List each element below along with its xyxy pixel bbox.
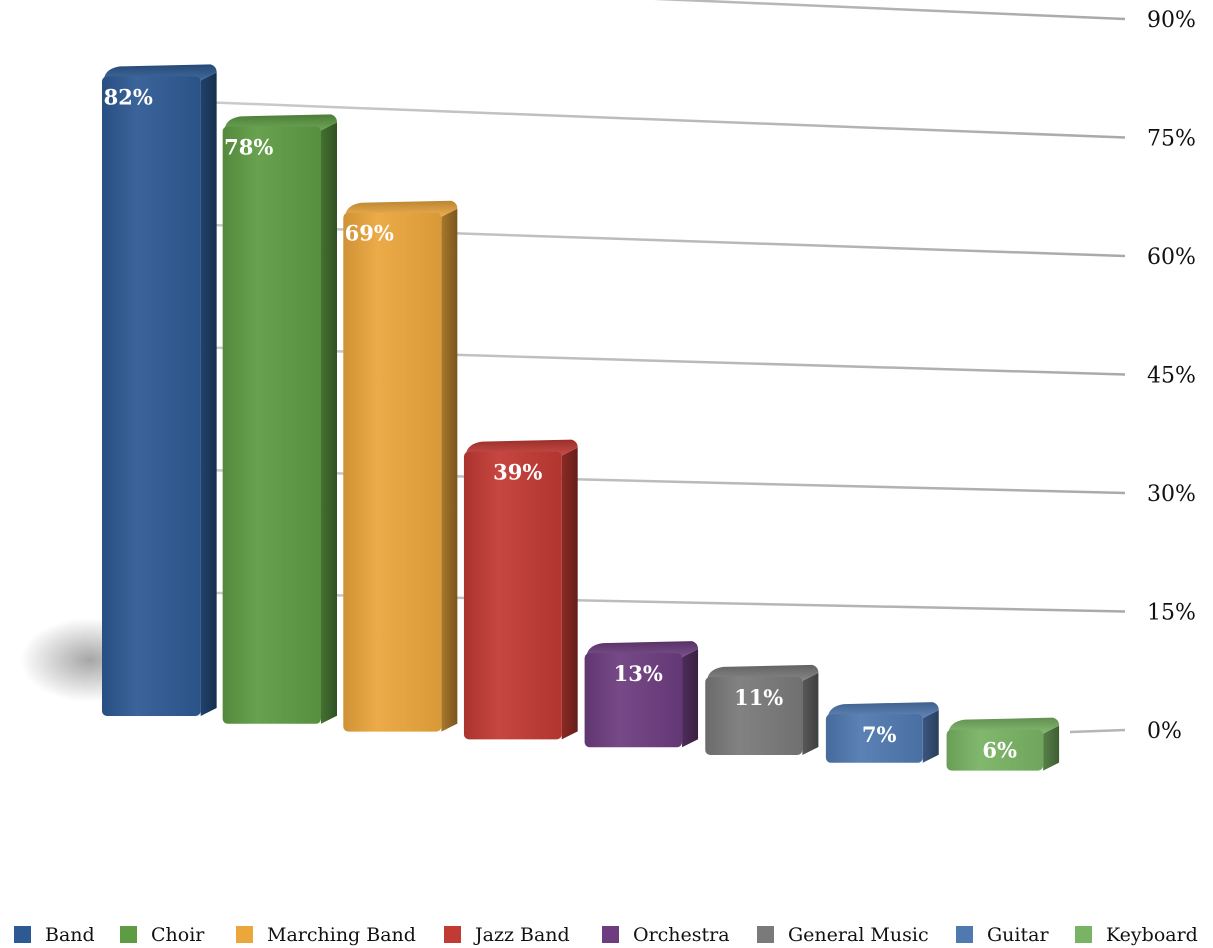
legend: Band Choir Marching Band Jazz Band Orchestra… [0, 921, 1213, 948]
data-label: 6% [982, 738, 1017, 763]
bar-front [584, 653, 683, 748]
legend-label: Jazz Band [475, 923, 570, 946]
bar-front [946, 729, 1044, 771]
legend-swatch [120, 926, 137, 943]
bar-side [441, 208, 458, 732]
y-tick-label: 30% [1147, 482, 1196, 507]
bar-side [321, 122, 337, 724]
legend-item-band: Band [14, 921, 95, 948]
y-tick-label: 60% [1147, 245, 1196, 270]
bar-front [343, 212, 442, 732]
data-labels: 82% 78% 69% 39% 13% 11% 7% 6% [104, 84, 1017, 762]
bar-side [802, 672, 819, 755]
bars [102, 64, 1060, 771]
legend-label: General Music [788, 923, 929, 946]
bar-keyboard [946, 717, 1060, 771]
legend-label: Orchestra [633, 923, 730, 946]
gridline [1069, 728, 1126, 734]
legend-label: Band [45, 923, 95, 946]
legend-swatch [956, 926, 973, 943]
bar-general-music [705, 664, 819, 755]
legend-label: Marching Band [267, 923, 416, 946]
gridline [653, 0, 1126, 21]
bar-front [463, 451, 562, 740]
legend-label: Choir [151, 923, 205, 946]
data-label: 39% [493, 460, 542, 485]
bar-front [705, 676, 803, 755]
legend-item-choir: Choir [120, 921, 204, 948]
legend-swatch [14, 926, 31, 943]
bar-marching-band [343, 200, 458, 732]
data-label: 13% [614, 661, 663, 686]
legend-swatch [757, 926, 774, 943]
bar-side [561, 447, 578, 740]
y-tick-label: 15% [1147, 601, 1196, 626]
legend-swatch [602, 926, 619, 943]
gridline [122, 97, 1126, 139]
y-tick-label: 45% [1147, 364, 1196, 389]
legend-label: Keyboard [1106, 923, 1198, 946]
bar-side [1043, 725, 1060, 771]
y-tick-label: 0% [1147, 719, 1182, 744]
y-tick-label: 75% [1147, 127, 1196, 152]
bar-front [102, 76, 201, 716]
bar-orchestra [584, 641, 699, 748]
legend-item-keyboard: Keyboard [1075, 921, 1198, 948]
legend-item-orchestra: Orchestra [602, 921, 730, 948]
legend-label: Guitar [987, 923, 1049, 946]
bar-front [825, 714, 923, 763]
data-label: 78% [224, 134, 273, 159]
bar-front [222, 126, 321, 724]
legend-item-marching-band: Marching Band [236, 921, 416, 948]
bar-side [200, 72, 217, 716]
bar-jazz-band [463, 439, 578, 740]
data-label: 7% [862, 722, 897, 747]
bar-choir [222, 114, 337, 724]
legend-swatch [236, 926, 253, 943]
data-label: 11% [734, 685, 783, 710]
bar-side [682, 649, 699, 748]
bar-guitar [825, 702, 939, 763]
y-tick-label: 90% [1147, 8, 1196, 33]
legend-item-guitar: Guitar [956, 921, 1049, 948]
legend-item-general-music: General Music [757, 921, 929, 948]
y-axis-ticks: 0% 15% 30% 45% 60% 75% 90% [1147, 8, 1196, 744]
bar-side [922, 710, 939, 763]
legend-swatch [1075, 926, 1092, 943]
data-label: 69% [345, 221, 394, 246]
bar-band [102, 64, 217, 716]
legend-item-jazz-band: Jazz Band [444, 921, 570, 948]
data-label: 82% [104, 84, 153, 109]
legend-swatch [444, 926, 461, 943]
